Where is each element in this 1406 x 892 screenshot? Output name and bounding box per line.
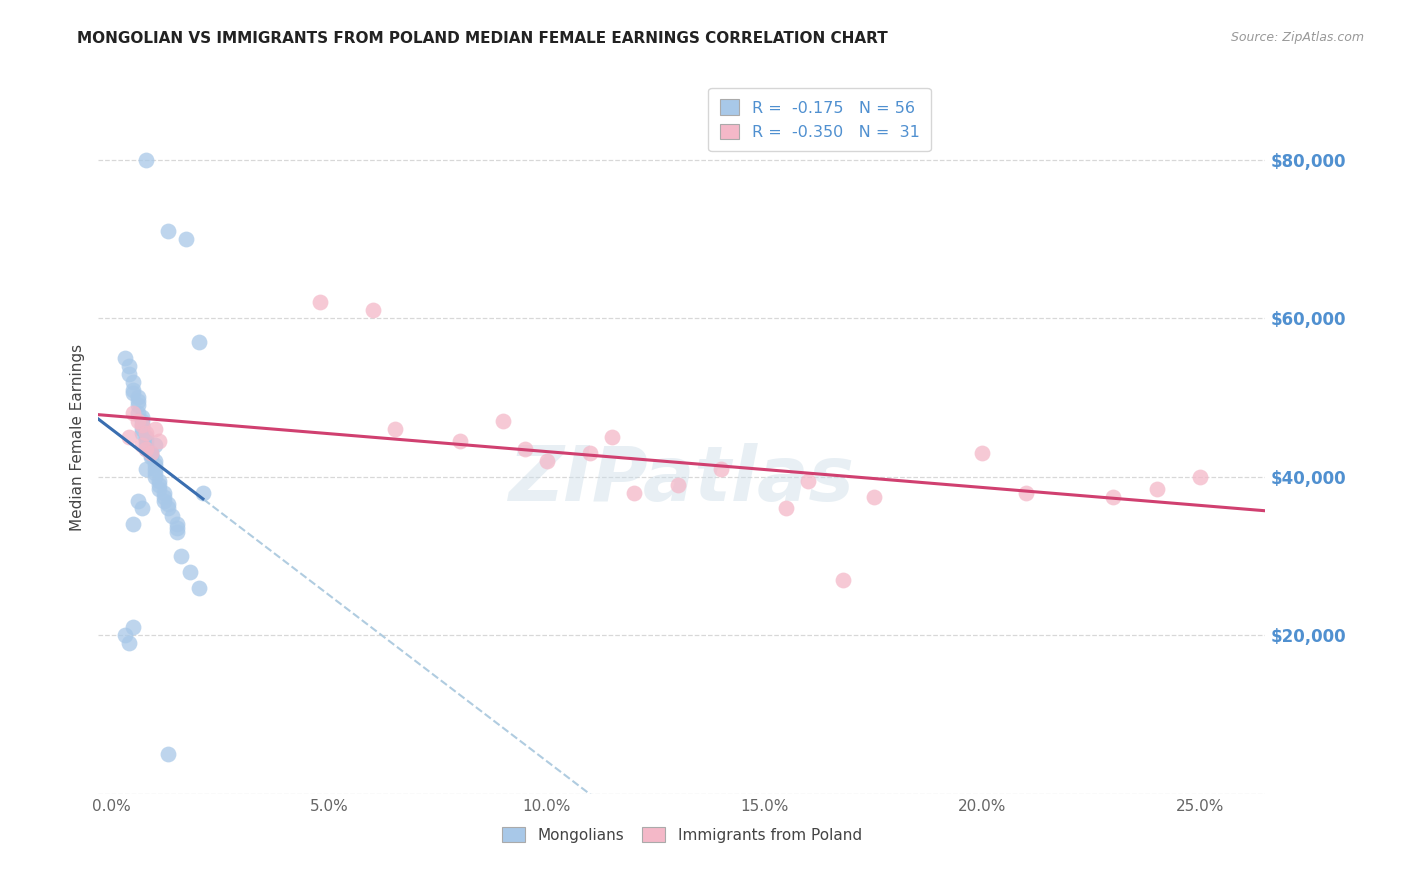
Point xyxy=(832,573,855,587)
Point xyxy=(384,422,406,436)
Point xyxy=(131,426,153,441)
Point xyxy=(862,490,884,504)
Point xyxy=(118,367,141,381)
Point xyxy=(361,303,384,318)
Point xyxy=(174,232,197,246)
Point xyxy=(152,493,174,508)
Point xyxy=(187,334,209,349)
Point xyxy=(157,501,180,516)
Point xyxy=(148,434,170,448)
Point xyxy=(127,493,149,508)
Point xyxy=(143,422,166,436)
Point xyxy=(131,414,153,428)
Point xyxy=(122,386,145,401)
Point xyxy=(135,430,157,444)
Point xyxy=(143,438,166,452)
Point xyxy=(127,406,149,420)
Point xyxy=(135,434,157,448)
Point xyxy=(122,620,145,634)
Point xyxy=(127,394,149,409)
Point xyxy=(148,477,170,491)
Point xyxy=(131,418,153,433)
Point xyxy=(127,398,149,412)
Point xyxy=(309,295,332,310)
Point xyxy=(118,430,141,444)
Text: ZIPatlas: ZIPatlas xyxy=(509,443,855,516)
Point xyxy=(623,485,645,500)
Point xyxy=(600,430,623,444)
Point xyxy=(135,153,157,167)
Point xyxy=(492,414,515,428)
Point xyxy=(122,375,145,389)
Point xyxy=(157,747,180,762)
Point xyxy=(166,517,188,532)
Point xyxy=(148,474,170,488)
Point xyxy=(152,485,174,500)
Point xyxy=(118,359,141,373)
Point xyxy=(1189,469,1212,483)
Point xyxy=(122,517,145,532)
Point xyxy=(139,448,162,462)
Point xyxy=(118,636,141,650)
Point xyxy=(775,501,797,516)
Point xyxy=(797,474,820,488)
Point xyxy=(191,485,214,500)
Point xyxy=(131,410,153,425)
Point xyxy=(143,466,166,480)
Point xyxy=(666,477,689,491)
Point xyxy=(131,418,153,433)
Point xyxy=(131,501,153,516)
Point xyxy=(122,383,145,397)
Text: Source: ZipAtlas.com: Source: ZipAtlas.com xyxy=(1230,31,1364,45)
Point xyxy=(579,446,602,460)
Point xyxy=(972,446,994,460)
Point xyxy=(187,581,209,595)
Point xyxy=(1015,485,1038,500)
Point xyxy=(139,446,162,460)
Point xyxy=(135,442,157,456)
Point xyxy=(152,490,174,504)
Point xyxy=(166,521,188,535)
Point xyxy=(135,426,157,441)
Point xyxy=(1102,490,1125,504)
Point xyxy=(139,446,162,460)
Text: MONGOLIAN VS IMMIGRANTS FROM POLAND MEDIAN FEMALE EARNINGS CORRELATION CHART: MONGOLIAN VS IMMIGRANTS FROM POLAND MEDI… xyxy=(77,31,889,46)
Point xyxy=(139,450,162,464)
Point xyxy=(135,462,157,476)
Point xyxy=(122,406,145,420)
Point xyxy=(449,434,471,448)
Point xyxy=(536,454,558,468)
Point xyxy=(179,565,201,579)
Point xyxy=(131,438,153,452)
Point xyxy=(157,498,180,512)
Point xyxy=(143,469,166,483)
Point xyxy=(143,454,166,468)
Point xyxy=(114,351,136,365)
Point xyxy=(127,391,149,405)
Point xyxy=(114,628,136,642)
Point xyxy=(515,442,537,456)
Point xyxy=(143,458,166,472)
Point xyxy=(710,462,733,476)
Point xyxy=(135,442,157,456)
Point xyxy=(166,525,188,540)
Point xyxy=(162,509,184,524)
Point xyxy=(131,422,153,436)
Y-axis label: Median Female Earnings: Median Female Earnings xyxy=(70,343,86,531)
Legend: Mongolians, Immigrants from Poland: Mongolians, Immigrants from Poland xyxy=(495,820,869,850)
Point xyxy=(148,482,170,496)
Point xyxy=(143,462,166,476)
Point xyxy=(135,438,157,452)
Point xyxy=(157,224,180,238)
Point xyxy=(1146,482,1168,496)
Point xyxy=(127,414,149,428)
Point xyxy=(170,549,193,563)
